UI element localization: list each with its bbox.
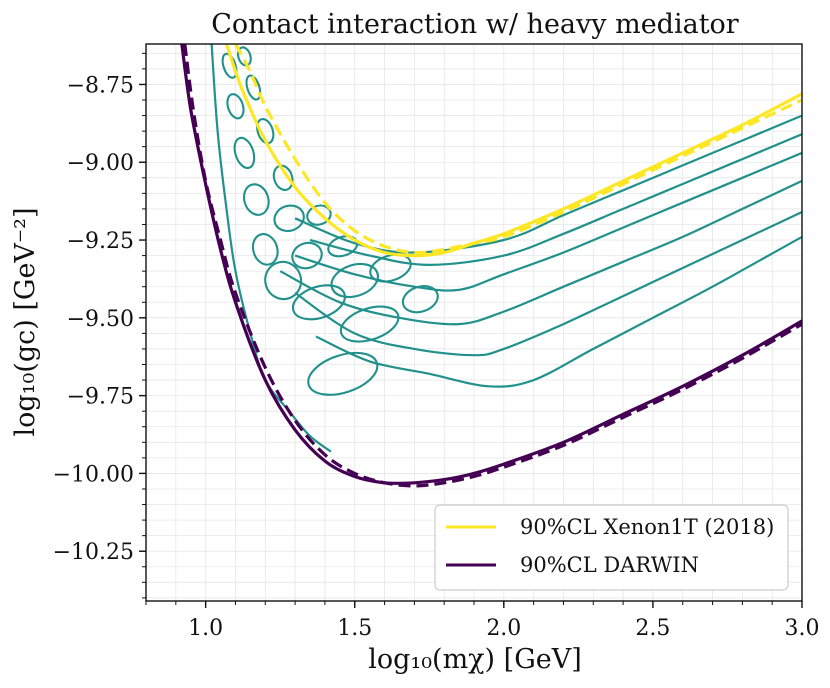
contour-blob-11 bbox=[306, 204, 332, 226]
contour-line-5 bbox=[315, 235, 802, 388]
series-0 bbox=[224, 44, 802, 258]
x-tick-label: 1.0 bbox=[188, 616, 223, 641]
contour-blob-9 bbox=[251, 233, 279, 266]
contour-blob-14 bbox=[233, 136, 256, 170]
y-axis-label: log₁₀(gc) [GeV⁻²] bbox=[10, 207, 41, 436]
x-tick-label: 2.5 bbox=[635, 616, 670, 641]
contour-line-1 bbox=[309, 133, 802, 267]
axis-ticks: 1.0 1.5 2.0 2.5 3.0 −8.75 −9.00 −9.25 −9.50 −9.75… bbox=[53, 52, 820, 641]
legend-box bbox=[434, 504, 789, 591]
contour-blob-1 bbox=[369, 253, 412, 283]
contour-blob-0 bbox=[330, 262, 379, 299]
contour-blob-7 bbox=[291, 241, 323, 270]
legend-label-xenon1t: 90%CL Xenon1T (2018) bbox=[520, 515, 774, 539]
series-lines bbox=[180, 44, 802, 488]
y-tick-label: −10.25 bbox=[53, 540, 134, 565]
legend-label-darwin: 90%CL DARWIN bbox=[520, 553, 699, 577]
contour-blob-10 bbox=[273, 204, 305, 233]
contour-blob-4 bbox=[339, 305, 400, 343]
contour-line-3 bbox=[279, 179, 802, 326]
legend: 90%CL Xenon1T (2018) 90%CL DARWIN bbox=[434, 504, 789, 591]
series-3 bbox=[183, 44, 802, 488]
series-1 bbox=[234, 44, 802, 255]
contour-blob-3 bbox=[291, 284, 346, 321]
contour-curves bbox=[210, 44, 802, 453]
x-tick-label: 3.0 bbox=[785, 616, 820, 641]
contour-blob-5 bbox=[307, 351, 379, 396]
chart-title: Contact interaction w/ heavy mediator bbox=[211, 9, 739, 40]
contour-line-2 bbox=[294, 151, 802, 292]
y-tick-label: −8.75 bbox=[67, 73, 134, 98]
y-tick-label: −9.00 bbox=[67, 151, 134, 176]
contour-blob-18 bbox=[221, 52, 238, 79]
y-tick-label: −10.00 bbox=[53, 462, 134, 487]
contour-blob-16 bbox=[226, 93, 245, 120]
x-tick-label: 1.5 bbox=[337, 616, 372, 641]
y-tick-label: −9.50 bbox=[67, 307, 134, 332]
y-tick-label: −9.75 bbox=[67, 385, 134, 410]
x-axis-label: log₁₀(mχ) [GeV] bbox=[368, 644, 582, 675]
x-tick-label: 2.0 bbox=[486, 616, 521, 641]
contour-blob-17 bbox=[245, 74, 262, 101]
y-tick-label: −9.25 bbox=[67, 229, 134, 254]
contour-blob-2 bbox=[401, 285, 439, 314]
contour-line-4 bbox=[294, 211, 802, 357]
contour-blob-6 bbox=[264, 260, 303, 301]
contour-blob-15 bbox=[256, 118, 275, 145]
contour-blob-12 bbox=[242, 183, 270, 216]
